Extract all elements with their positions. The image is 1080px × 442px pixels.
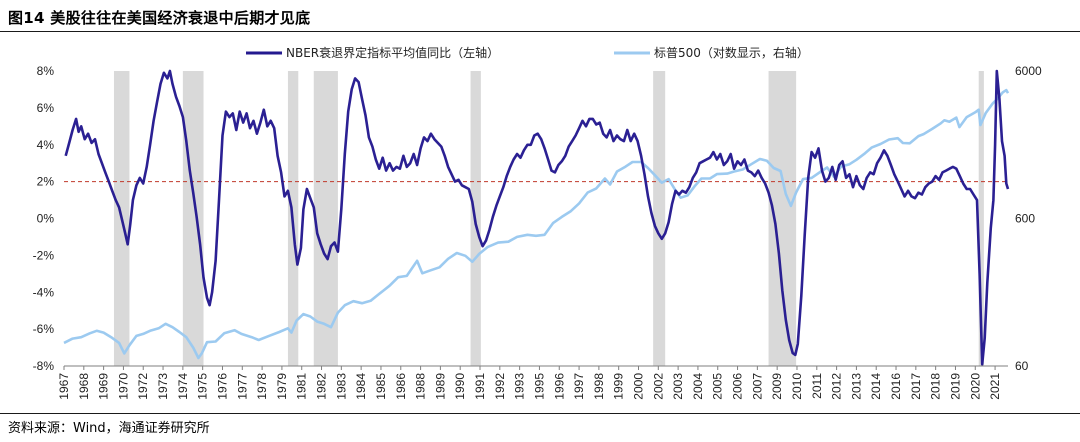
y-left-tick-label: 4% — [37, 138, 55, 152]
y-left-tick-label: 8% — [37, 64, 55, 78]
x-tick-label: 2018 — [929, 373, 943, 400]
recession-band-3 — [313, 71, 338, 366]
legend: NBER衰退界定指标平均值同比（左轴） 标普500（对数显示，右轴） — [246, 45, 809, 60]
sp500-line — [63, 88, 1010, 360]
x-tick-label: 1986 — [394, 373, 408, 400]
x-tick-label: 2014 — [869, 373, 883, 400]
x-tick-label: 1979 — [275, 373, 289, 400]
y-left-tick-label: -8% — [33, 359, 55, 373]
x-tick-label: 2020 — [968, 373, 982, 400]
x-tick-label: 1988 — [414, 373, 428, 400]
x-tick-label: 1975 — [196, 373, 210, 400]
x-tick-label: 2011 — [810, 373, 824, 399]
y-right-tick-label: 600 — [1015, 212, 1035, 226]
y-right-tick-label: 60 — [1015, 359, 1029, 373]
chart: 1967 1968 1969 1970 1972 1973 1974 1975 1976 1977… — [33, 45, 1042, 400]
x-tick-label: 1990 — [453, 373, 467, 400]
y-axis-left: -8% -6% -4% -2% 0% 2% 4% 6% 8% — [33, 64, 55, 373]
x-tick-label: 1983 — [334, 373, 348, 400]
x-tick-label: 2005 — [711, 373, 725, 400]
x-tick-label: 2007 — [750, 373, 764, 400]
x-tick-label: 2000 — [631, 373, 645, 400]
x-tick-label: 1972 — [136, 373, 150, 400]
x-tick-label: 1977 — [235, 373, 249, 400]
recession-band-7 — [978, 71, 984, 366]
x-tick-label: 1968 — [77, 373, 91, 400]
x-tick-label: 2009 — [770, 373, 784, 400]
figure-title: 图14 美股往往在美国经济衰退中后期才见底 — [8, 9, 311, 27]
y-left-tick-label: -2% — [33, 248, 55, 262]
x-tick-label: 1969 — [97, 373, 111, 400]
x-tick-label: 2019 — [948, 373, 962, 400]
y-left-tick-label: 6% — [37, 101, 55, 115]
y-left-tick-label: 2% — [37, 175, 55, 189]
recession-band-5 — [653, 71, 666, 366]
nber-line — [64, 69, 1010, 366]
x-tick-label: 1976 — [215, 373, 229, 400]
source-note: 资料来源：Wind，海通证券研究所 — [8, 421, 210, 436]
source-rule — [0, 413, 1080, 414]
recession-band-1 — [182, 71, 204, 366]
x-axis: 1967 1968 1969 1970 1972 1973 1974 1975 1976 1977… — [57, 366, 1002, 400]
x-tick-label: 1995 — [532, 373, 546, 400]
x-tick-label: 2013 — [849, 373, 863, 400]
x-tick-label: 1996 — [552, 373, 566, 400]
y-left-tick-label: 0% — [37, 212, 55, 226]
x-tick-label: 1989 — [433, 373, 447, 400]
legend-sp500-label: 标普500（对数显示，右轴） — [654, 45, 809, 60]
x-tick-label: 2016 — [889, 373, 903, 400]
title-rule — [0, 31, 1080, 32]
x-tick-label: 1992 — [493, 373, 507, 400]
x-tick-label: 1998 — [592, 373, 606, 400]
x-tick-label: 1984 — [354, 373, 368, 400]
x-tick-label: 1993 — [513, 373, 527, 400]
x-tick-label: 1999 — [612, 373, 626, 400]
x-tick-label: 1997 — [572, 373, 586, 400]
x-tick-label: 1967 — [57, 373, 71, 400]
x-tick-label: 2003 — [671, 373, 685, 400]
x-tick-label: 1973 — [156, 373, 170, 400]
x-tick-label: 2012 — [830, 373, 844, 400]
x-tick-label: 1991 — [473, 373, 487, 400]
x-tick-label: 2021 — [988, 373, 1002, 400]
y-left-tick-label: -6% — [33, 322, 55, 336]
x-tick-label: 2002 — [651, 373, 665, 400]
x-tick-label: 1978 — [255, 373, 269, 400]
x-tick-label: 1981 — [295, 373, 309, 400]
x-tick-label: 2006 — [731, 373, 745, 400]
x-tick-label: 2017 — [909, 373, 923, 400]
recession-band-6 — [768, 71, 797, 366]
x-tick-label: 2004 — [691, 373, 705, 400]
y-right-tick-label: 6000 — [1015, 64, 1042, 78]
y-left-tick-label: -4% — [33, 285, 55, 299]
x-tick-label: 1974 — [176, 373, 190, 400]
x-tick-label: 1985 — [374, 373, 388, 400]
x-tick-label: 1970 — [116, 373, 130, 400]
recession-bands — [113, 71, 984, 366]
x-tick-label: 2010 — [790, 373, 804, 400]
y-axis-right: 60 600 6000 — [1015, 64, 1042, 373]
x-tick-label: 1982 — [315, 373, 329, 400]
legend-nber-label: NBER衰退界定指标平均值同比（左轴） — [286, 45, 499, 60]
